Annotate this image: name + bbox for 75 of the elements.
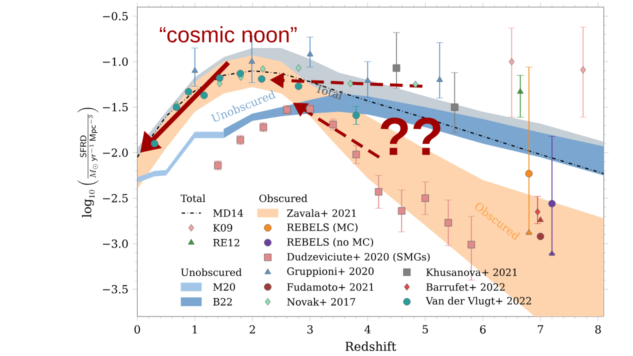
x-tick-label: 1 — [192, 325, 197, 334]
point — [536, 232, 544, 240]
x-tick-label: 5 — [422, 325, 428, 334]
legend-label: Gruppioni+ 2020 — [287, 268, 374, 278]
point — [260, 65, 266, 73]
point — [306, 50, 314, 57]
legend-label: M20 — [213, 283, 235, 291]
point — [398, 207, 406, 215]
annotation: Obscured — [259, 194, 308, 202]
y-axis-title: $\log_{10}\left(\frac{\mathsf{SFRD}}{M_{\odot}\,\mathsf{yr}^{-1}\,\mathsf{Mpc}^{-3}}\right)$ — [78, 108, 98, 218]
point — [412, 80, 418, 88]
annotation: ?? — [380, 118, 440, 156]
legend-label: MD14 — [213, 210, 244, 217]
point — [200, 92, 208, 100]
annotation: Total — [316, 84, 342, 100]
annotation: “cosmic noon” — [160, 26, 297, 43]
legend-label: Fudamoto+ 2021 — [287, 283, 374, 291]
legend-label: Van der Vlugt+ 2022 — [426, 297, 531, 307]
point — [172, 104, 180, 112]
legend-label: Novak+ 2017 — [287, 298, 356, 306]
point — [352, 150, 360, 158]
point — [548, 200, 556, 208]
x-tick-label: 0 — [134, 325, 140, 334]
annotation: Unobscured — [181, 268, 242, 276]
point — [150, 140, 158, 148]
point — [508, 58, 515, 66]
point — [236, 70, 244, 78]
point — [294, 82, 302, 90]
legend-label: Dudzeviciute+ 2020 (SMGs) — [287, 253, 430, 262]
legend-label: REBELS (no MC) — [287, 238, 374, 248]
x-tick-label: 2 — [250, 325, 255, 334]
point — [216, 74, 224, 82]
point — [248, 58, 256, 64]
y-tick-label: −2.5 — [102, 194, 128, 203]
annotation: Total — [180, 194, 206, 202]
point — [436, 76, 443, 82]
point — [348, 80, 354, 88]
legend-label: Zavala+ 2021 — [287, 209, 356, 218]
point — [258, 75, 266, 83]
point — [422, 194, 429, 202]
point — [450, 104, 458, 112]
point — [329, 120, 337, 128]
x-tick-label: 6 — [480, 325, 486, 334]
y-tick-label: −1.0 — [102, 58, 128, 66]
point — [364, 77, 371, 83]
x-tick-label: 8 — [595, 325, 601, 334]
point — [534, 208, 540, 216]
y-tick-label: −0.5 — [102, 12, 128, 21]
point — [374, 188, 382, 196]
point — [352, 112, 360, 120]
line-series — [137, 70, 604, 174]
legend-label: Barrufet+ 2022 — [426, 283, 505, 291]
y-tick-label: −1.5 — [102, 103, 128, 112]
y-tick-label: −3.5 — [102, 285, 128, 294]
point — [468, 241, 476, 248]
point — [580, 66, 586, 74]
point — [192, 67, 198, 73]
x-tick-label: 7 — [538, 325, 544, 334]
x-axis-title: Redshift — [345, 342, 396, 352]
legend-label: RE12 — [213, 239, 240, 246]
point — [296, 64, 302, 72]
legend-label: Khusanova+ 2021 — [426, 268, 517, 276]
x-tick-label: 3 — [307, 325, 313, 334]
point — [537, 216, 544, 222]
y-tick-label: −2.0 — [102, 148, 128, 158]
legend-label: B22 — [213, 298, 232, 306]
legend-label: REBELS (MC) — [287, 223, 358, 233]
point — [525, 170, 533, 178]
y-tick-label: −3.0 — [102, 240, 128, 248]
legend-label: K09 — [213, 224, 232, 232]
point — [392, 64, 400, 72]
point — [444, 219, 452, 227]
x-tick-label: 4 — [364, 325, 371, 334]
point — [517, 88, 524, 94]
point — [184, 88, 192, 96]
